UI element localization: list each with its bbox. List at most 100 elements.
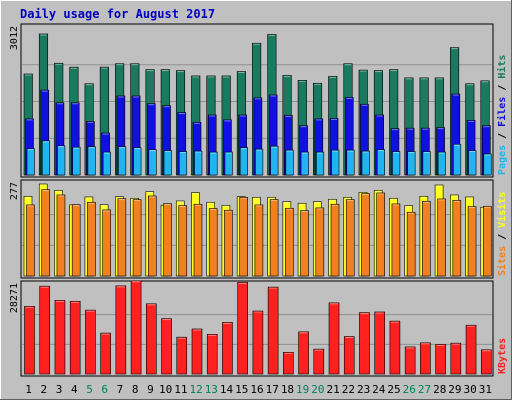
- bar-pages-27: [422, 151, 431, 176]
- visits_panel-right-label: Sites / Visits: [496, 192, 508, 276]
- bar-pages-10-face: [163, 150, 172, 176]
- bar-pages-8-face: [133, 147, 142, 176]
- hits_panel-day-1: [23, 73, 35, 176]
- bar-pages-14-face: [224, 151, 233, 176]
- hits_panel-day-13: [206, 75, 218, 176]
- bar-sites-18: [285, 207, 294, 277]
- bar-kbytes-27: [420, 342, 431, 375]
- bar-pages-1-face: [26, 148, 35, 176]
- bar-kbytes-26: [404, 346, 416, 375]
- visits_panel-ymax-label: 277: [9, 182, 20, 200]
- bar-pages-15-face: [239, 147, 248, 176]
- kbytes_panel-day-10: [161, 318, 172, 375]
- bar-sites-7-face: [117, 198, 127, 277]
- bar-kbytes-29: [450, 342, 462, 375]
- visits_panel-day-19: [297, 202, 309, 277]
- hits_panel-right-label-pages: Pages: [497, 145, 508, 175]
- bar-sites-12: [193, 203, 203, 277]
- bar-sites-5-face: [87, 201, 96, 277]
- kbytes_panel-day-19: [298, 331, 309, 375]
- bar-sites-1: [26, 204, 35, 277]
- bar-sites-14-face: [224, 209, 233, 277]
- bar-sites-19-face: [300, 210, 309, 277]
- bar-sites-25-face: [391, 203, 401, 277]
- bar-pages-1: [26, 148, 35, 176]
- bar-kbytes-16: [252, 310, 264, 375]
- kbytes_panel-day-21: [328, 302, 340, 375]
- bar-pages-7-face: [118, 146, 127, 176]
- kbytes_panel-day-23: [359, 312, 370, 375]
- bar-sites-29: [452, 199, 462, 277]
- hits_panel-day-8: [130, 63, 142, 176]
- kbytes_panel-day-13: [206, 334, 218, 375]
- bar-kbytes-11: [176, 336, 188, 375]
- visits_panel-right-label-sites: Sites: [496, 246, 508, 276]
- x-tick-label-7: 7: [117, 383, 124, 396]
- x-tick-label-24: 24: [372, 383, 386, 396]
- hits_panel-right-label-files: Files: [496, 97, 508, 127]
- visits_panel-day-22: [343, 196, 355, 277]
- hits_panel-ymax-label: 3012: [9, 26, 20, 50]
- visits_panel-day-7: [115, 196, 127, 277]
- bar-sites-2: [41, 189, 51, 277]
- bar-kbytes-23-face: [359, 312, 370, 375]
- bar-kbytes-1-face: [24, 306, 35, 375]
- hits_panel: 3012 Pages / Files / Hits: [9, 23, 508, 178]
- bar-kbytes-14-face: [222, 322, 233, 375]
- bar-pages-15: [239, 147, 248, 176]
- x-tick-label-21: 21: [327, 383, 340, 396]
- bar-sites-7: [117, 198, 127, 277]
- bar-sites-11-face: [178, 205, 188, 277]
- bar-sites-28: [437, 198, 446, 277]
- bar-pages-10: [163, 150, 172, 176]
- visits_panel-day-9: [145, 191, 157, 277]
- visits_panel-day-25: [389, 197, 401, 277]
- x-tick-label-1: 1: [25, 383, 32, 396]
- bar-sites-9: [148, 195, 157, 277]
- hits_panel-right-label-hits: Hits: [496, 55, 508, 79]
- hits_panel-day-4: [69, 66, 81, 176]
- bar-kbytes-21-face: [328, 302, 340, 375]
- kbytes_panel-day-16: [252, 310, 264, 375]
- bar-kbytes-10-face: [161, 318, 172, 375]
- bar-kbytes-18-face: [283, 351, 294, 375]
- kbytes_panel-day-5: [85, 309, 96, 375]
- visits_panel-day-1: [23, 195, 35, 277]
- bar-sites-16: [254, 204, 264, 277]
- bar-pages-17: [270, 145, 279, 176]
- visits_panel-day-24: [373, 190, 385, 277]
- visits_panel-day-28: [434, 184, 446, 277]
- visits_panel-day-11: [175, 200, 188, 277]
- bar-pages-29-face: [453, 143, 462, 176]
- bar-pages-26: [407, 151, 416, 176]
- kbytes_panel-day-17: [267, 286, 279, 375]
- bar-pages-25-face: [392, 151, 401, 176]
- bar-kbytes-5: [85, 309, 96, 375]
- bar-pages-22-face: [346, 149, 355, 176]
- x-tick-label-31: 31: [479, 383, 492, 396]
- bar-sites-26: [406, 211, 416, 277]
- kbytes_panel-day-31: [480, 349, 492, 375]
- bar-pages-18-face: [285, 149, 294, 176]
- x-tick-label-2: 2: [41, 383, 48, 396]
- kbytes_panel: 28271 KBytes: [9, 280, 508, 377]
- bar-pages-26-face: [407, 151, 416, 176]
- bar-sites-27: [422, 200, 431, 277]
- bar-pages-9-face: [148, 149, 157, 176]
- x-tick-label-23: 23: [357, 383, 370, 396]
- bar-sites-6-face: [102, 209, 111, 277]
- kbytes_panel-day-27: [420, 342, 431, 375]
- bar-kbytes-25-face: [389, 320, 401, 375]
- bar-sites-15: [239, 196, 248, 277]
- kbytes_panel-day-30: [465, 324, 477, 375]
- hits_panel-day-15: [236, 71, 248, 176]
- bar-kbytes-7: [115, 285, 127, 375]
- bar-pages-28-face: [437, 151, 446, 176]
- kbytes_panel-day-22: [343, 336, 355, 375]
- x-tick-label-17: 17: [266, 383, 279, 396]
- hits_panel-right-label: Pages / Files / Hits: [496, 55, 508, 175]
- bar-kbytes-11-face: [176, 336, 188, 375]
- bar-pages-29: [453, 143, 462, 176]
- bar-pages-5: [87, 146, 96, 176]
- kbytes_panel-right-label: KBytes: [497, 338, 508, 374]
